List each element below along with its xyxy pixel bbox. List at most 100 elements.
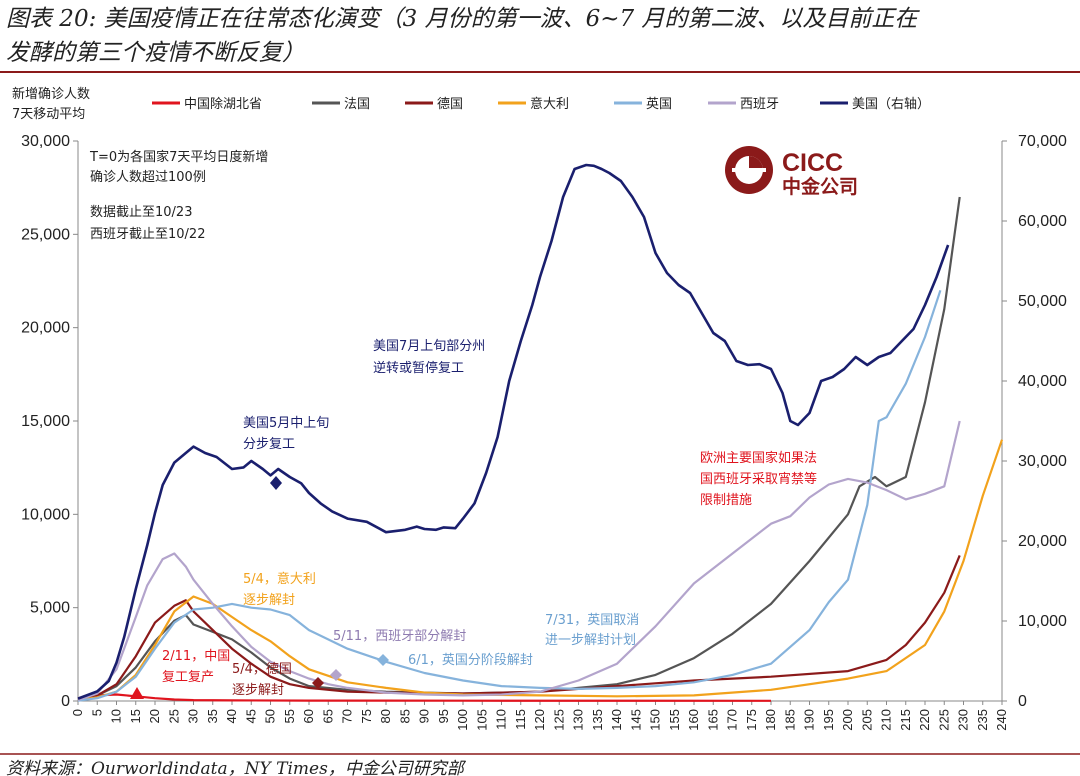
x-tick-label: 120 bbox=[532, 709, 547, 731]
x-tick-label: 230 bbox=[956, 709, 971, 731]
legend-label: 中国除湖北省 bbox=[184, 97, 262, 112]
logo-text-en: CICC bbox=[782, 149, 843, 177]
annotation-text: 6/1，英国分阶段解封 bbox=[408, 653, 533, 668]
x-tick-label: 195 bbox=[821, 709, 836, 731]
ylabel-line2: 7天移动平均 bbox=[12, 107, 85, 122]
note-3: 数据截止至10/23 bbox=[90, 205, 192, 220]
note-4: 西班牙截止至10/22 bbox=[90, 227, 205, 242]
x-tick-label: 110 bbox=[494, 709, 509, 730]
annotation-text: 5/4，德国 bbox=[232, 662, 292, 677]
marker-diamond bbox=[270, 476, 282, 490]
annotation-text: 进一步解封计划 bbox=[545, 633, 636, 648]
chart-title-line1: 图表 20: 美国疫情正在往常态化演变（3 月份的第一波、6~7 月的第二波、以… bbox=[6, 6, 920, 32]
x-tick-label: 205 bbox=[859, 709, 874, 731]
series-line-5 bbox=[77, 420, 961, 702]
x-tick-label: 135 bbox=[590, 709, 605, 731]
annotation-us-may: 美国5月中上旬 分步复工 bbox=[243, 416, 329, 490]
chart-title-line2: 发酵的第三个疫情不断反复） bbox=[6, 40, 305, 66]
x-tick-label: 150 bbox=[648, 709, 663, 731]
y-tick-label-right: 40,000 bbox=[1018, 373, 1067, 390]
y-tick-label-left: 0 bbox=[61, 693, 70, 710]
x-tick-label: 80 bbox=[378, 709, 393, 723]
x-tick-label: 60 bbox=[301, 709, 316, 723]
x-tick-label: 185 bbox=[782, 709, 797, 731]
series-line-6 bbox=[77, 163, 950, 700]
x-tick-label: 170 bbox=[725, 709, 740, 731]
x-tick-label: 40 bbox=[224, 709, 239, 723]
annotation-text: 美国5月中上旬 bbox=[243, 416, 329, 431]
annotation-text: 5/4，意大利 bbox=[243, 571, 316, 587]
y-tick-label-left: 25,000 bbox=[21, 226, 70, 243]
y-tick-label-right: 50,000 bbox=[1018, 293, 1067, 310]
x-tick-label: 70 bbox=[340, 709, 355, 723]
marker-triangle bbox=[130, 687, 144, 699]
x-tick-label: 160 bbox=[686, 709, 701, 731]
y-tick-label-right: 0 bbox=[1018, 693, 1027, 710]
annotation-text: 5/11，西班牙部分解封 bbox=[333, 629, 466, 644]
x-tick-label: 50 bbox=[263, 709, 278, 723]
x-tick-label: 85 bbox=[397, 709, 412, 723]
legend-label: 西班牙 bbox=[740, 97, 779, 112]
x-tick-label: 175 bbox=[744, 709, 759, 731]
legend-label: 德国 bbox=[437, 97, 463, 112]
annotation-text: 美国7月上旬部分州 bbox=[373, 339, 485, 354]
annotation-uk-july: 7/31，英国取消 进一步解封计划 bbox=[545, 613, 639, 648]
note-2: 确诊人数超过100例 bbox=[90, 170, 206, 185]
x-tick-label: 115 bbox=[513, 709, 528, 730]
y-tick-label-left: 30,000 bbox=[21, 133, 70, 150]
annotation-text: 7/31，英国取消 bbox=[545, 613, 639, 628]
x-tick-label: 75 bbox=[359, 709, 374, 723]
x-tick-label: 210 bbox=[879, 709, 894, 731]
x-tick-label: 145 bbox=[628, 709, 643, 731]
series-line-3 bbox=[77, 439, 1004, 702]
marker-diamond bbox=[377, 654, 389, 666]
legend-label: 法国 bbox=[344, 97, 370, 112]
y-tick-label-right: 30,000 bbox=[1018, 453, 1067, 470]
cicc-logo: CICC 中金公司 bbox=[725, 146, 858, 198]
series-line-4 bbox=[77, 289, 942, 702]
x-tick-label: 240 bbox=[994, 709, 1009, 731]
annotation-italy: 5/4，意大利 逐步解封 bbox=[243, 571, 316, 608]
x-tick-label: 10 bbox=[109, 709, 124, 723]
legend: 中国除湖北省 法国 德国 意大利 英国 西班牙 美国（右轴） bbox=[152, 96, 930, 112]
y-tick-label-right: 60,000 bbox=[1018, 213, 1067, 230]
annotation-germany: 5/4，德国 逐步解封 bbox=[232, 662, 324, 698]
y-tick-label-left: 20,000 bbox=[21, 320, 70, 337]
annotation-europe: 欧洲主要国家如果法 国西班牙采取宵禁等 限制措施 bbox=[700, 450, 817, 508]
x-tick-label: 30 bbox=[186, 709, 201, 723]
ylabel-line1: 新增确诊人数 bbox=[12, 86, 90, 102]
x-tick-label: 95 bbox=[436, 709, 451, 723]
x-tick-label: 220 bbox=[917, 709, 932, 731]
x-tick-label: 165 bbox=[705, 709, 720, 731]
x-tick-label: 140 bbox=[609, 709, 624, 731]
x-tick-label: 45 bbox=[243, 709, 258, 723]
x-tick-label: 55 bbox=[282, 709, 297, 723]
legend-label: 美国（右轴） bbox=[852, 97, 930, 112]
x-tick-label: 125 bbox=[551, 709, 566, 731]
x-tick-label: 20 bbox=[147, 709, 162, 723]
axes: 0 5,000 10,000 15,000 20,000 25,000 30,000 0 10,… bbox=[21, 133, 1067, 731]
legend-label: 意大利 bbox=[530, 96, 569, 112]
annotation-spain: 5/11，西班牙部分解封 bbox=[330, 629, 466, 681]
x-tick-label: 180 bbox=[763, 709, 778, 731]
annotation-text: 逆转或暂停复工 bbox=[373, 360, 464, 376]
y-tick-label-right: 20,000 bbox=[1018, 533, 1067, 550]
annotation-uk-june: 6/1，英国分阶段解封 bbox=[377, 653, 533, 668]
marker-diamond bbox=[312, 677, 324, 689]
annotation-text: 国西班牙采取宵禁等 bbox=[700, 471, 817, 487]
annotation-text: 复工复产 bbox=[162, 670, 214, 685]
source-note: 资料来源：Ourworldindata，NY Times，中金公司研究部 bbox=[6, 759, 467, 776]
x-tick-label: 225 bbox=[936, 709, 951, 731]
x-tick-label: 190 bbox=[802, 709, 817, 731]
x-tick-label: 25 bbox=[166, 709, 181, 723]
y-tick-label-left: 10,000 bbox=[21, 506, 70, 523]
marker-diamond bbox=[330, 669, 342, 681]
annotation-text: 分步复工 bbox=[243, 437, 295, 452]
x-tick-label: 215 bbox=[898, 709, 913, 731]
x-tick-label: 65 bbox=[320, 709, 335, 723]
y-tick-label-right: 70,000 bbox=[1018, 133, 1067, 150]
annotation-china: 2/11，中国 复工复产 bbox=[130, 649, 230, 699]
y-tick-label-right: 10,000 bbox=[1018, 613, 1067, 630]
x-tick-label: 0 bbox=[70, 709, 85, 716]
y-tick-label-left: 15,000 bbox=[21, 413, 70, 430]
